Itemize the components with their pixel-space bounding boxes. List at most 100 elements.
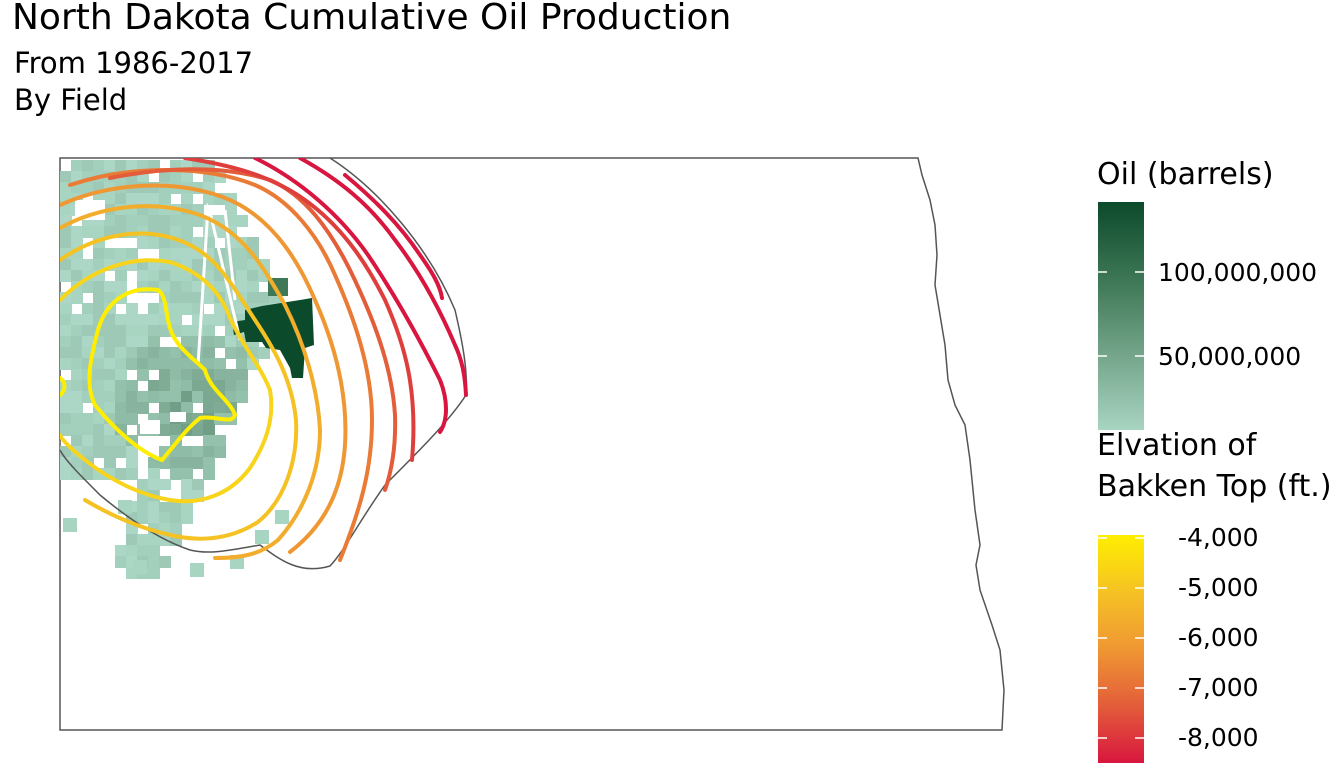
oil-field-tile [82, 446, 94, 458]
oil-field-tile [104, 347, 116, 359]
oil-field-tile [236, 215, 248, 227]
oil-field-tile [60, 270, 72, 282]
oil-field-tile [236, 270, 248, 282]
oil-field-tile [126, 336, 138, 348]
oil-field-tile [82, 424, 94, 436]
oil-field-tile [71, 391, 83, 403]
oil-field-tile [126, 413, 138, 425]
oil-field-tile [82, 303, 94, 315]
oil-field-tile [115, 556, 127, 568]
oil-field-tile [71, 270, 83, 282]
oil-field-tile [126, 248, 138, 260]
oil-field-tile [247, 292, 259, 304]
oil-field-tile [115, 281, 127, 293]
oil-field-tile [126, 391, 138, 403]
oil-field-tile [82, 325, 94, 337]
oil-field-tile [148, 479, 160, 491]
oil-field-tile [93, 226, 105, 238]
oil-field-tile [181, 281, 193, 293]
oil-field-tile [170, 358, 182, 370]
oil-field-tile [93, 391, 105, 403]
oil-field-tile [170, 457, 182, 469]
oil-field-tile [214, 314, 226, 326]
oil-field-tile [137, 325, 149, 337]
oil-field-tile [170, 292, 182, 304]
elevation-legend-label: -7,000 [1178, 673, 1259, 702]
oil-field-tile [170, 512, 182, 524]
oil-field-tile [93, 259, 105, 271]
oil-field-tile [126, 325, 138, 337]
oil-field-tile [181, 336, 193, 348]
oil-field-tile [71, 358, 83, 370]
oil-field-tile [159, 424, 171, 436]
oil-field-tile [203, 457, 215, 469]
oil-legend-bar [1098, 202, 1144, 430]
oil-field-tile [137, 545, 149, 557]
oil-field-tile [126, 160, 138, 172]
oil-field-tile [126, 314, 138, 326]
oil-field-tile [214, 281, 226, 293]
oil-field-tile [115, 347, 127, 359]
oil-field-tile [148, 556, 160, 568]
oil-field-tile [181, 248, 193, 260]
oil-field-tile [104, 413, 116, 425]
elevation-legend-label: -8,000 [1178, 723, 1259, 752]
oil-field-tile [71, 468, 83, 480]
oil-field-tile [104, 446, 116, 458]
oil-field-tile [60, 226, 72, 238]
oil-field-tile [159, 512, 171, 524]
oil-field-tile [159, 171, 171, 183]
oil-field-tile [148, 237, 160, 249]
oil-field-tile [203, 468, 215, 480]
oil-field-tile [93, 446, 105, 458]
oil-field-tile [71, 160, 83, 172]
oil-field-tile [258, 347, 270, 359]
oil-field-tile [104, 402, 116, 414]
oil-field-tile [115, 369, 127, 381]
oil-field-tile [104, 281, 116, 293]
oil-field-tile [71, 336, 83, 348]
oil-field-tile [115, 446, 127, 458]
oil-field-tile [148, 215, 160, 227]
oil-field-tile [104, 435, 116, 447]
oil-field-tile [82, 435, 94, 447]
oil-legend-label-100m: 100,000,000 [1158, 258, 1318, 287]
oil-field-tile [126, 534, 138, 546]
oil-field-tile [93, 160, 105, 172]
oil-field-tile [93, 303, 105, 315]
oil-field-tile [225, 391, 237, 403]
oil-field-tile [82, 281, 94, 293]
oil-field-tile [192, 369, 204, 381]
contour-minus-4500 [60, 258, 274, 504]
oil-field-tile [247, 281, 259, 293]
oil-field-tile [93, 292, 105, 304]
oil-field-tile [71, 424, 83, 436]
oil-field-tile [93, 380, 105, 392]
oil-field-tile [159, 215, 171, 227]
oil-field-tile [170, 380, 182, 392]
oil-field-tile [126, 446, 138, 458]
oil-field-tile [192, 325, 204, 337]
oil-field-tile [225, 380, 237, 392]
oil-field-tile [159, 556, 171, 568]
oil-field-tile [115, 160, 127, 172]
oil-field-tile [93, 424, 105, 436]
oil-field-tile [60, 204, 72, 216]
elevation-legend-label: -5,000 [1178, 573, 1259, 602]
oil-field-tile [148, 567, 160, 579]
oil-field-tile [60, 237, 72, 249]
oil-field-tile [170, 501, 182, 513]
oil-field-tile [137, 512, 149, 524]
oil-field-tile [118, 500, 132, 514]
oil-field-tile [115, 336, 127, 348]
oil-field-tile [148, 336, 160, 348]
oil-field-tile [214, 358, 226, 370]
oil-field-tile [159, 347, 171, 359]
contour-minus-7000 [108, 167, 398, 492]
oil-field-tile [126, 457, 138, 469]
oil-field-tile [137, 479, 149, 491]
oil-field-tile [60, 259, 72, 271]
oil-field-tile [159, 248, 171, 260]
no-production-gap [75, 200, 105, 220]
oil-field-tile [137, 534, 149, 546]
